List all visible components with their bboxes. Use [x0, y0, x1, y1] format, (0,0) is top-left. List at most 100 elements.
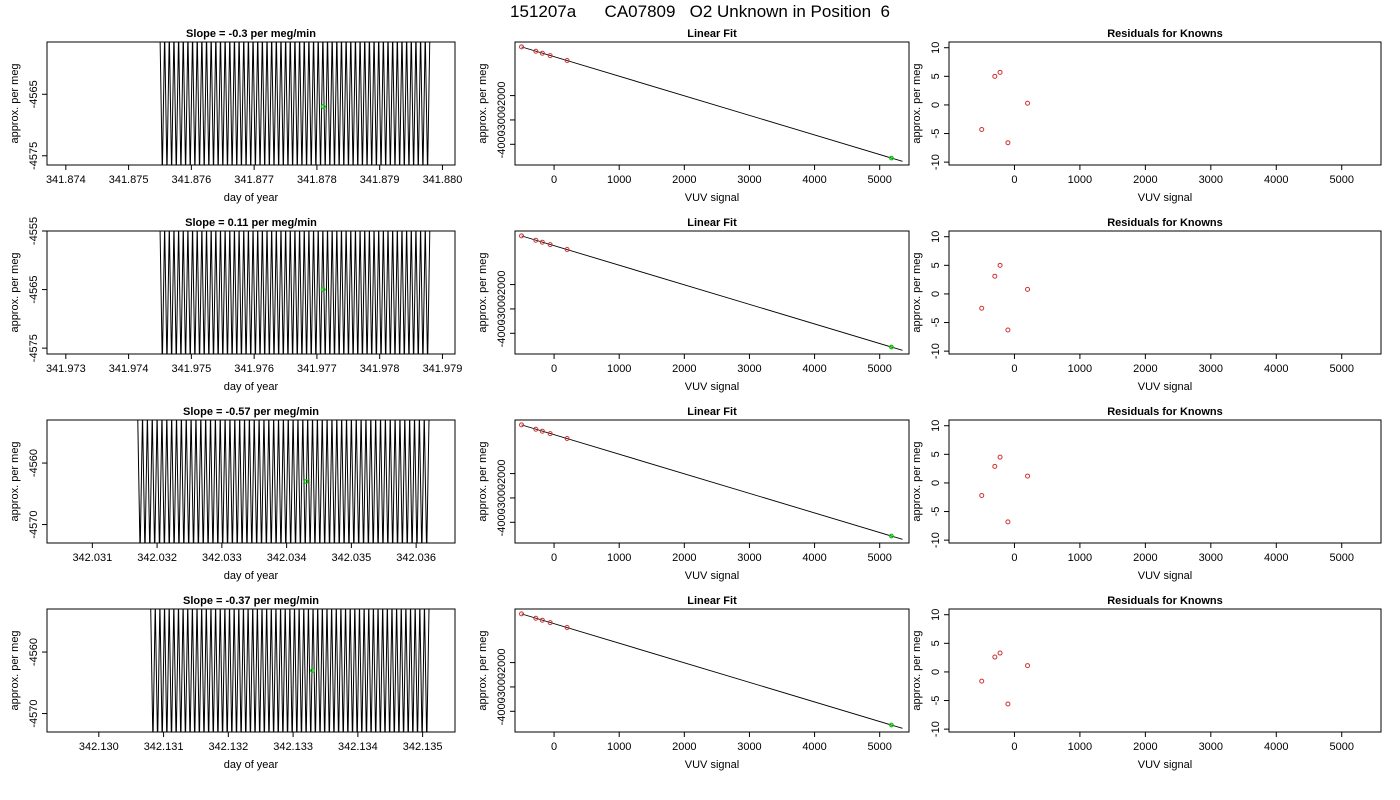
x-tick-label: 2000 — [1133, 174, 1157, 186]
x-tick-label: 0 — [1011, 552, 1017, 564]
x-tick-label: 341.977 — [297, 363, 337, 375]
x-tick-label: 2000 — [672, 363, 696, 375]
known-point — [564, 436, 570, 442]
unknown-point — [889, 155, 894, 161]
x-tick-label: 5000 — [867, 552, 891, 564]
panel-title: Residuals for Knowns — [1107, 595, 1223, 607]
y-tick-label: -10 — [930, 154, 942, 170]
panel-linear_fit-row-3: 0 1000 2000 3000 4000 5000 -2000-3000-4000 Line… — [477, 406, 910, 582]
panel-title: Residuals for Knowns — [1107, 217, 1223, 229]
x-tick-label: 341.976 — [234, 363, 274, 375]
x-axis-label: VUV signal — [685, 192, 739, 204]
x-tick-label: 5000 — [1329, 174, 1353, 186]
x-tick-label: 4000 — [1264, 174, 1288, 186]
x-tick-label: 5000 — [867, 363, 891, 375]
y-tick-label: -4570 — [28, 699, 40, 727]
plot-area — [979, 262, 1031, 333]
y-tick-label: -4000 — [496, 508, 508, 536]
panel-title: Slope = -0.57 per meg/min — [183, 406, 319, 418]
panel-title: Linear Fit — [687, 217, 737, 229]
x-tick-label: 4000 — [802, 363, 826, 375]
plot-area — [159, 231, 431, 354]
plot-area — [519, 422, 903, 540]
trace-line — [159, 42, 431, 165]
known-point — [564, 58, 570, 64]
y-tick-label: -4565 — [28, 276, 40, 304]
known-point — [992, 73, 998, 79]
y-tick-label: -5 — [930, 318, 942, 328]
panel-frame — [514, 608, 910, 733]
panel-residuals-row-4: 0 1000 2000 3000 4000 5000 10 5 0 -5 -10 Residuals … — [911, 595, 1382, 771]
known-point — [533, 48, 539, 54]
fit-line — [521, 235, 903, 351]
x-tick-label: 342.132 — [208, 741, 248, 753]
unknown-point — [889, 722, 894, 728]
y-tick-label: 10 — [930, 231, 942, 243]
known-point — [979, 493, 985, 499]
x-tick-label: 3000 — [737, 363, 761, 375]
panel-frame — [948, 230, 1382, 355]
known-point — [533, 426, 539, 432]
panel-residuals-row-1: 0 1000 2000 3000 4000 5000 10 5 0 -5 -10 Residuals … — [911, 28, 1382, 204]
panel-frame — [514, 230, 910, 355]
x-tick-label: 341.979 — [423, 363, 463, 375]
panel-trace-row-4: 342.130 342.131 342.132 342.133 342.134 342.1… — [9, 595, 456, 771]
y-tick-label: 10 — [930, 609, 942, 621]
x-tick-label: 4000 — [1264, 363, 1288, 375]
plot-area — [519, 611, 903, 729]
x-tick-label: 2000 — [672, 174, 696, 186]
x-tick-label: 2000 — [1133, 552, 1157, 564]
y-axis-label: approx. per meg — [9, 252, 21, 332]
y-axis-label: approx. per meg — [911, 630, 923, 710]
y-tick-label: 5 — [930, 640, 942, 646]
y-tick-label: -2000 — [496, 271, 508, 299]
y-tick-label: 5 — [930, 73, 942, 79]
x-tick-label: 1000 — [1068, 741, 1092, 753]
panel-linear_fit-row-1: 0 1000 2000 3000 4000 5000 -2000-3000-4000 Line… — [477, 28, 910, 204]
known-point — [979, 305, 985, 311]
plot-area — [979, 650, 1031, 707]
known-point — [547, 620, 553, 626]
y-tick-label: -5 — [930, 129, 942, 139]
y-tick-label: -4555 — [28, 217, 40, 245]
unknown-point — [889, 533, 894, 539]
known-point — [992, 273, 998, 279]
y-axis-label: approx. per meg — [477, 63, 489, 143]
known-point — [1025, 663, 1031, 669]
known-point — [1005, 701, 1011, 707]
y-tick-label: -10 — [930, 343, 942, 359]
plot-area — [159, 42, 431, 165]
panel-trace-row-3: 342.031 342.032 342.033 342.034 342.035 342.0… — [9, 406, 456, 582]
x-tick-label: 341.973 — [46, 363, 86, 375]
x-tick-label: 342.032 — [137, 552, 177, 564]
x-tick-label: 0 — [1011, 363, 1017, 375]
y-tick-label: -10 — [930, 721, 942, 737]
panel-title: Slope = -0.3 per meg/min — [186, 28, 316, 40]
x-tick-label: 2000 — [672, 741, 696, 753]
unknown-point — [889, 344, 894, 350]
x-tick-label: 341.975 — [171, 363, 211, 375]
x-tick-label: 1000 — [607, 741, 631, 753]
known-point — [1005, 519, 1011, 525]
trace-line — [137, 420, 430, 543]
y-tick-label: -4000 — [496, 697, 508, 725]
x-tick-label: 1000 — [1068, 552, 1092, 564]
known-point — [1025, 286, 1031, 292]
x-axis-label: VUV signal — [685, 381, 739, 393]
panel-linear_fit-row-4: 0 1000 2000 3000 4000 5000 -2000-3000-4000 Line… — [477, 595, 910, 771]
panel-title: Linear Fit — [687, 595, 737, 607]
x-tick-label: 3000 — [1199, 174, 1223, 186]
x-tick-label: 0 — [551, 363, 557, 375]
x-tick-label: 3000 — [1199, 552, 1223, 564]
x-tick-label: 341.879 — [360, 174, 400, 186]
x-tick-label: 342.135 — [403, 741, 443, 753]
known-point — [997, 454, 1003, 460]
y-tick-label: -2000 — [496, 82, 508, 110]
known-point — [979, 127, 985, 133]
y-axis-label: approx. per meg — [911, 252, 923, 332]
y-tick-label: 0 — [930, 102, 942, 108]
panel-frame — [46, 608, 456, 733]
fit-line — [521, 46, 903, 162]
x-tick-label: 341.878 — [297, 174, 337, 186]
